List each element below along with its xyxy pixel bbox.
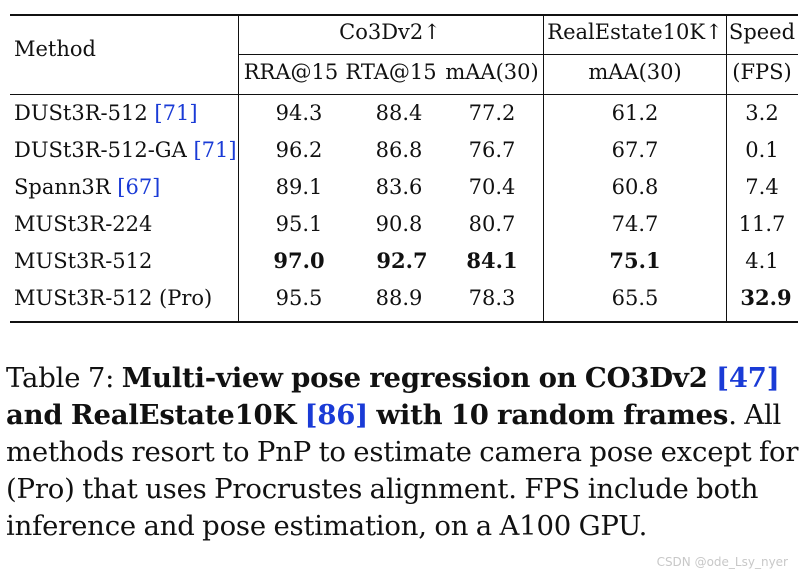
header-rra: RRA@15 bbox=[243, 60, 339, 84]
header-re10k-group: RealEstate10K↑ bbox=[547, 20, 723, 44]
cell-rta: 90.8 bbox=[375, 212, 423, 236]
caption-body: . All methods resort to PnP to estimate … bbox=[6, 399, 799, 542]
cell-maa: 80.7 bbox=[468, 212, 516, 236]
cell-maa: 76.7 bbox=[468, 138, 516, 162]
cell-re10k-maa: 61.2 bbox=[611, 101, 659, 125]
results-table: Method Co3Dv2↑ RealEstate10K↑ Speed RRA@… bbox=[10, 14, 798, 324]
row-method: Spann3R [67] bbox=[14, 175, 161, 199]
cell-rra: 95.1 bbox=[275, 212, 323, 236]
cell-rra: 96.2 bbox=[275, 138, 323, 162]
header-co3d-group: Co3Dv2↑ bbox=[339, 20, 441, 44]
cell-rra: 97.0 bbox=[273, 248, 325, 273]
row-method: DUSt3R-512 [71] bbox=[14, 101, 198, 125]
cell-fps: 7.4 bbox=[745, 175, 779, 199]
header-method: Method bbox=[14, 37, 96, 61]
citation-link[interactable]: [47] bbox=[716, 362, 780, 394]
cell-rra: 89.1 bbox=[275, 175, 323, 199]
caption-label: Table 7: bbox=[6, 362, 122, 394]
citation-link[interactable]: [86] bbox=[304, 399, 369, 431]
cell-fps: 4.1 bbox=[745, 249, 779, 273]
cell-fps: 32.9 bbox=[740, 285, 792, 310]
cell-re10k-maa: 67.7 bbox=[611, 138, 659, 162]
col-divider-re10k bbox=[726, 14, 727, 323]
row-method: MUSt3R-512 (Pro) bbox=[14, 286, 213, 310]
citation-link[interactable]: [71] bbox=[193, 138, 237, 162]
cell-rta: 92.7 bbox=[376, 248, 428, 273]
watermark: CSDN @ode_Lsy_nyer bbox=[656, 555, 788, 569]
cell-re10k-maa: 74.7 bbox=[611, 212, 659, 236]
cell-fps: 0.1 bbox=[745, 138, 779, 162]
bottom-rule bbox=[10, 321, 798, 323]
caption-title: Multi-view pose regression on CO3Dv2 [47… bbox=[6, 362, 780, 431]
cell-maa: 77.2 bbox=[468, 101, 516, 125]
header-rta: RTA@15 bbox=[345, 60, 437, 84]
row-method: DUSt3R-512-GA [71] bbox=[14, 138, 237, 162]
cell-maa: 84.1 bbox=[466, 248, 518, 273]
cell-maa: 78.3 bbox=[468, 286, 516, 310]
cell-fps: 3.2 bbox=[745, 101, 779, 125]
table-caption: Table 7: Multi-view pose regression on C… bbox=[6, 360, 802, 545]
cell-rra: 95.5 bbox=[275, 286, 323, 310]
cell-rta: 88.9 bbox=[375, 286, 423, 310]
cell-fps: 11.7 bbox=[738, 212, 786, 236]
col-divider-co3d bbox=[543, 14, 544, 323]
top-rule bbox=[10, 14, 798, 16]
row-method: MUSt3R-224 bbox=[14, 212, 153, 236]
row-method: MUSt3R-512 bbox=[14, 249, 153, 273]
header-re10k-maa: mAA(30) bbox=[588, 60, 682, 84]
citation-link[interactable]: [67] bbox=[117, 175, 161, 199]
cell-rra: 94.3 bbox=[275, 101, 323, 125]
header-fps: (FPS) bbox=[732, 60, 792, 84]
cell-rta: 86.8 bbox=[375, 138, 423, 162]
cell-re10k-maa: 60.8 bbox=[611, 175, 659, 199]
header-maa: mAA(30) bbox=[445, 60, 539, 84]
cell-rta: 88.4 bbox=[375, 101, 423, 125]
col-divider-method bbox=[238, 14, 239, 323]
group-underline bbox=[238, 54, 798, 55]
cell-rta: 83.6 bbox=[375, 175, 423, 199]
header-speed: Speed bbox=[728, 20, 796, 44]
cell-re10k-maa: 75.1 bbox=[609, 248, 661, 273]
cell-maa: 70.4 bbox=[468, 175, 516, 199]
header-rule bbox=[10, 94, 798, 95]
citation-link[interactable]: [71] bbox=[154, 101, 198, 125]
cell-re10k-maa: 65.5 bbox=[611, 286, 659, 310]
